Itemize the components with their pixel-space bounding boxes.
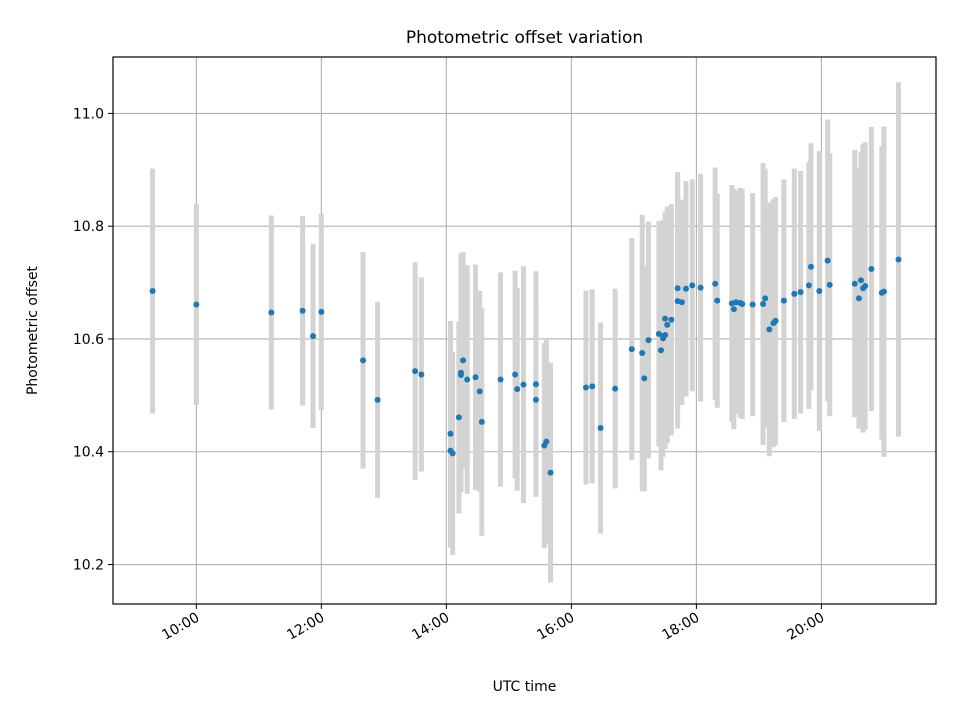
data-point <box>689 282 696 289</box>
data-point <box>457 372 464 379</box>
data-point <box>449 450 456 457</box>
data-point <box>412 368 419 375</box>
data-point <box>678 299 685 306</box>
data-point <box>662 332 669 339</box>
data-point <box>762 295 769 302</box>
data-point <box>668 316 675 323</box>
data-point <box>895 256 902 263</box>
data-point <box>360 357 367 364</box>
data-point <box>628 346 635 353</box>
x-tick-label: 10:00 <box>159 610 202 644</box>
data-point <box>797 289 804 296</box>
data-point <box>455 414 462 421</box>
x-tick-label: 12:00 <box>284 610 327 644</box>
data-point <box>514 386 521 393</box>
data-point <box>497 376 504 383</box>
y-tick-label: 10.6 <box>73 332 104 348</box>
error-bars <box>150 82 901 583</box>
x-tick-label: 18:00 <box>659 610 702 644</box>
data-point <box>476 388 483 395</box>
data-point <box>582 384 589 391</box>
data-point <box>641 375 648 382</box>
data-point <box>589 383 596 390</box>
data-point <box>730 306 737 313</box>
data-point <box>791 290 798 297</box>
data-point <box>478 418 485 425</box>
data-point <box>760 300 767 307</box>
data-point <box>807 263 814 270</box>
data-point <box>855 295 862 302</box>
data-point <box>712 280 719 287</box>
data-point <box>543 438 550 445</box>
data-point <box>816 288 823 295</box>
data-point <box>597 425 604 432</box>
data-point <box>682 285 689 292</box>
data-point <box>674 285 681 292</box>
data-point <box>639 350 646 357</box>
data-point <box>780 297 787 304</box>
data-point <box>857 277 864 284</box>
data-point <box>374 396 381 403</box>
data-point <box>318 308 325 315</box>
data-point <box>826 281 833 288</box>
data-point <box>268 309 275 316</box>
data-point <box>532 396 539 403</box>
x-tick-label: 16:00 <box>534 610 577 644</box>
data-point <box>612 385 619 392</box>
data-point <box>464 376 471 383</box>
data-point <box>299 307 306 314</box>
data-point <box>662 315 669 322</box>
x-tick-label: 20:00 <box>784 610 827 644</box>
data-point <box>749 301 756 308</box>
data-point <box>418 371 425 378</box>
data-points <box>149 256 902 476</box>
x-axis-ticks: 10:00 12:00 14:00 16:00 18:00 20:00 <box>159 604 827 644</box>
data-point <box>193 301 200 308</box>
plot-frame <box>112 56 937 605</box>
y-tick-label: 10.4 <box>73 445 104 461</box>
data-point <box>645 337 652 344</box>
data-point <box>805 282 812 289</box>
data-point <box>772 317 779 324</box>
data-point <box>547 469 554 476</box>
y-tick-label: 11.0 <box>73 106 104 122</box>
data-point <box>512 371 519 378</box>
y-tick-label: 10.2 <box>73 558 104 574</box>
data-point <box>766 326 773 333</box>
data-point <box>664 321 671 328</box>
data-point <box>739 300 746 307</box>
chart-title: Photometric offset variation <box>406 28 643 48</box>
y-axis-label: Photometric offset <box>25 265 41 395</box>
data-point <box>532 381 539 388</box>
data-point <box>714 297 721 304</box>
data-point <box>824 257 831 264</box>
data-point <box>149 288 156 295</box>
y-axis-ticks: 10.2 10.4 10.6 10.8 11.0 <box>73 106 113 574</box>
data-point <box>472 374 479 381</box>
data-point <box>851 280 858 287</box>
x-axis-label: UTC time <box>493 679 557 695</box>
data-point <box>862 282 869 289</box>
data-point <box>657 347 664 354</box>
data-point <box>447 430 454 437</box>
y-tick-label: 10.8 <box>73 219 104 235</box>
data-point <box>880 288 887 295</box>
data-point <box>310 333 317 340</box>
data-point <box>520 381 527 388</box>
data-point <box>460 357 467 364</box>
x-tick-label: 14:00 <box>409 610 452 644</box>
data-point <box>697 284 704 291</box>
data-point <box>868 266 875 273</box>
